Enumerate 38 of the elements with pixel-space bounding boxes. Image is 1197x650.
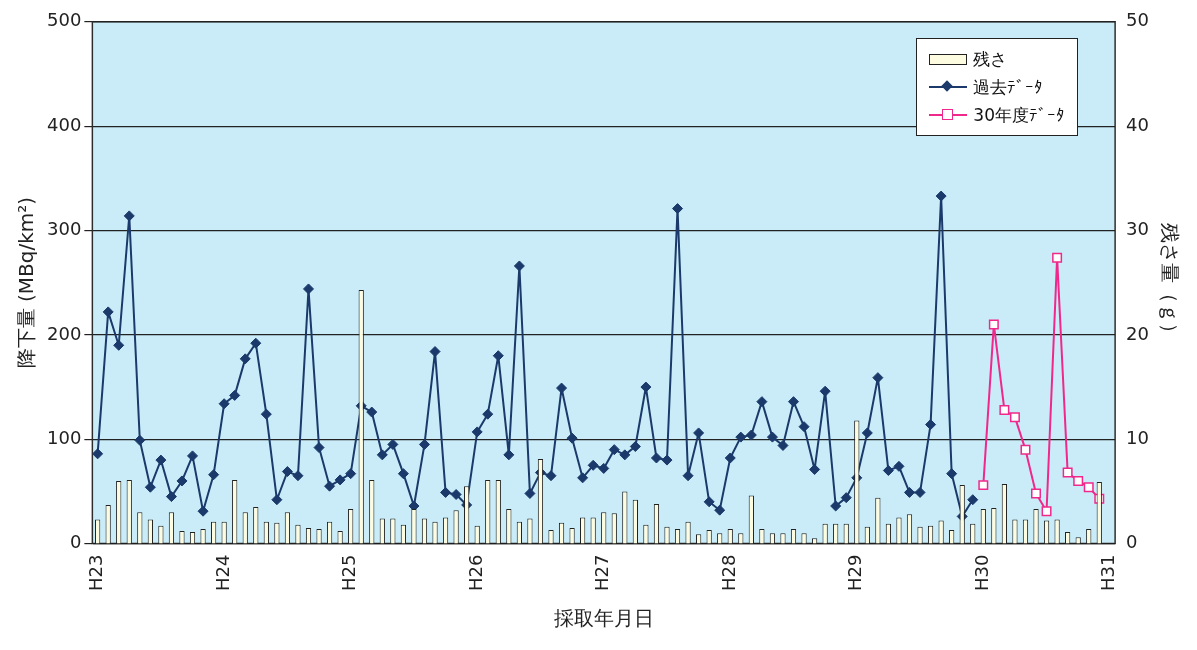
legend-label: 30年度ﾃﾞｰﾀ <box>973 103 1065 127</box>
point <box>1052 252 1063 263</box>
y-axis-title: 降下量 (MBq/km²) <box>14 196 39 369</box>
point <box>988 319 999 330</box>
y-tick-label: 100 <box>47 426 82 448</box>
point <box>1020 444 1031 455</box>
y-tick-label: 200 <box>47 322 82 344</box>
y-tick-label: 400 <box>47 113 82 135</box>
y2-tick-label: 50 <box>1126 9 1149 31</box>
x-tick-label: H24 <box>211 554 233 592</box>
legend-label: 残さ <box>973 47 1008 71</box>
y-tick-label: 500 <box>47 9 82 31</box>
y-tick-label: 0 <box>69 531 82 553</box>
x-tick-label: H25 <box>338 554 360 592</box>
y2-axis-title: 残さ量（ｇ） <box>1157 222 1182 343</box>
y2-tick-label: 20 <box>1126 322 1149 344</box>
y2-tick-label: 30 <box>1126 218 1149 240</box>
point <box>1041 506 1052 517</box>
x-tick-label: H27 <box>591 554 613 592</box>
point <box>1073 475 1084 486</box>
point <box>1009 412 1020 423</box>
x-tick-label: H30 <box>970 554 992 592</box>
x-tick-label: H31 <box>1097 554 1119 592</box>
point <box>1083 482 1094 493</box>
x-tick-label: H28 <box>717 554 739 592</box>
y-tick-label: 300 <box>47 218 82 240</box>
x-tick-label: H29 <box>844 554 866 592</box>
point <box>1031 488 1042 499</box>
x-axis-title: 採取年月日 <box>553 606 654 631</box>
y2-tick-label: 40 <box>1126 113 1149 135</box>
point <box>978 480 989 491</box>
x-tick-label: H23 <box>85 554 107 592</box>
point <box>1062 467 1073 478</box>
legend-label: 過去ﾃﾞｰﾀ <box>973 75 1044 99</box>
x-tick-label: H26 <box>464 554 486 592</box>
point <box>999 405 1010 415</box>
y2-tick-label: 10 <box>1126 426 1149 448</box>
y2-tick-label: 0 <box>1126 531 1138 553</box>
